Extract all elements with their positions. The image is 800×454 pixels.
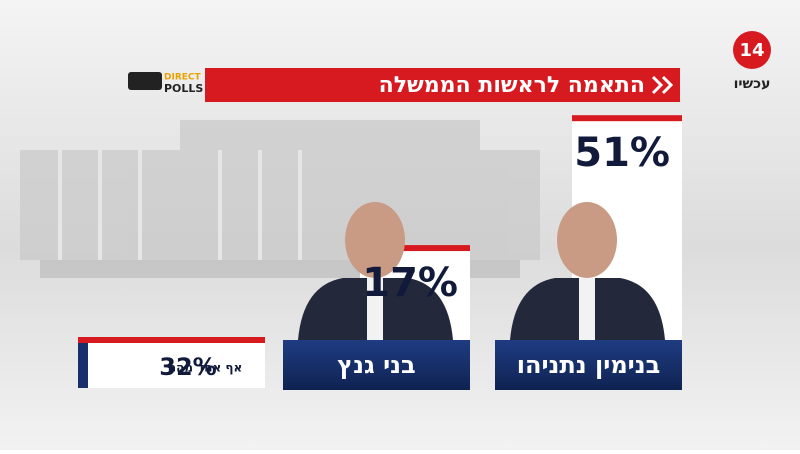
name-box	[495, 340, 682, 390]
category-label: בנימין נתניהו	[517, 351, 661, 379]
chevron	[661, 75, 674, 95]
chart-title: התאמה לראשות הממשלה	[379, 73, 645, 98]
value-label: 32%	[159, 353, 216, 381]
name-box	[283, 340, 470, 390]
poll-brand: POLLS	[164, 82, 203, 95]
poll-logo-icon	[128, 72, 162, 90]
poll-brand: DIRECT	[164, 73, 202, 83]
value-label: 17%	[362, 260, 458, 306]
category-label: אף אחד מהם	[168, 361, 243, 375]
person-photo	[557, 202, 617, 278]
value-box	[78, 337, 265, 388]
channel-logo	[733, 31, 771, 69]
chevron	[651, 75, 664, 95]
channel-name: עכשיו	[734, 76, 771, 92]
person-photo	[579, 278, 595, 340]
box-top-line	[78, 337, 265, 343]
title-bar	[205, 68, 680, 102]
value-label: 51%	[574, 130, 670, 176]
channel-number: 14	[739, 40, 764, 61]
box-side	[78, 343, 88, 388]
person-photo	[367, 278, 383, 340]
person-photo	[345, 202, 405, 278]
category-label: בני גנץ	[337, 351, 415, 379]
bar-top-line	[572, 115, 682, 122]
bar-top-line	[360, 245, 470, 252]
columns	[58, 150, 302, 260]
